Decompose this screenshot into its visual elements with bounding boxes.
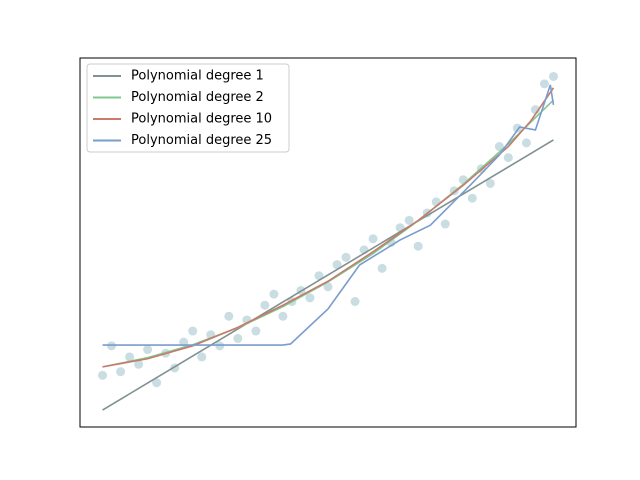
- scatter-point: [98, 370, 108, 380]
- scatter-point: [341, 252, 351, 262]
- scatter-point: [404, 215, 414, 225]
- legend-label: Polynomial degree 10: [131, 112, 272, 127]
- legend-label: Polynomial degree 2: [131, 90, 264, 105]
- scatter-point: [494, 142, 504, 152]
- scatter-point: [413, 241, 423, 251]
- legend-box: [86, 63, 290, 153]
- scatter-point: [377, 263, 387, 273]
- scatter-point: [323, 282, 333, 292]
- legend-label: Polynomial degree 25: [131, 133, 272, 148]
- scatter-point: [314, 271, 324, 281]
- series-line: [102, 87, 555, 368]
- scatter-point: [260, 300, 270, 310]
- scatter-point: [224, 311, 234, 321]
- scatter-point: [539, 79, 549, 89]
- series-line: [102, 84, 555, 346]
- scatter-point: [188, 326, 198, 336]
- scatter-point: [143, 345, 153, 355]
- scatter-point: [350, 297, 360, 307]
- scatter-point: [332, 260, 342, 270]
- scatter-point: [197, 352, 207, 362]
- scatter-point: [125, 352, 135, 362]
- scatter-point: [521, 138, 531, 148]
- scatter-point: [431, 197, 441, 207]
- scatter-point: [440, 219, 450, 229]
- scatter-point: [467, 193, 477, 203]
- scatter-point: [512, 123, 522, 133]
- scatter-point: [233, 333, 243, 343]
- series-line: [102, 139, 554, 411]
- scatter-point: [485, 178, 495, 188]
- scatter-point: [548, 71, 558, 81]
- scatter-point: [368, 234, 378, 244]
- marks: [98, 71, 558, 411]
- legend: Polynomial degree 1 Polynomial degree 2 Po…: [86, 63, 290, 153]
- scatter-point: [152, 378, 162, 388]
- scatter-point: [278, 311, 288, 321]
- scatter-point: [269, 289, 279, 299]
- legend-label: Polynomial degree 1: [131, 69, 264, 84]
- scatter-point: [116, 367, 126, 377]
- scatter-point: [134, 359, 144, 369]
- scatter-point: [503, 153, 513, 163]
- scatter-point: [251, 326, 261, 336]
- scatter-point: [305, 293, 315, 303]
